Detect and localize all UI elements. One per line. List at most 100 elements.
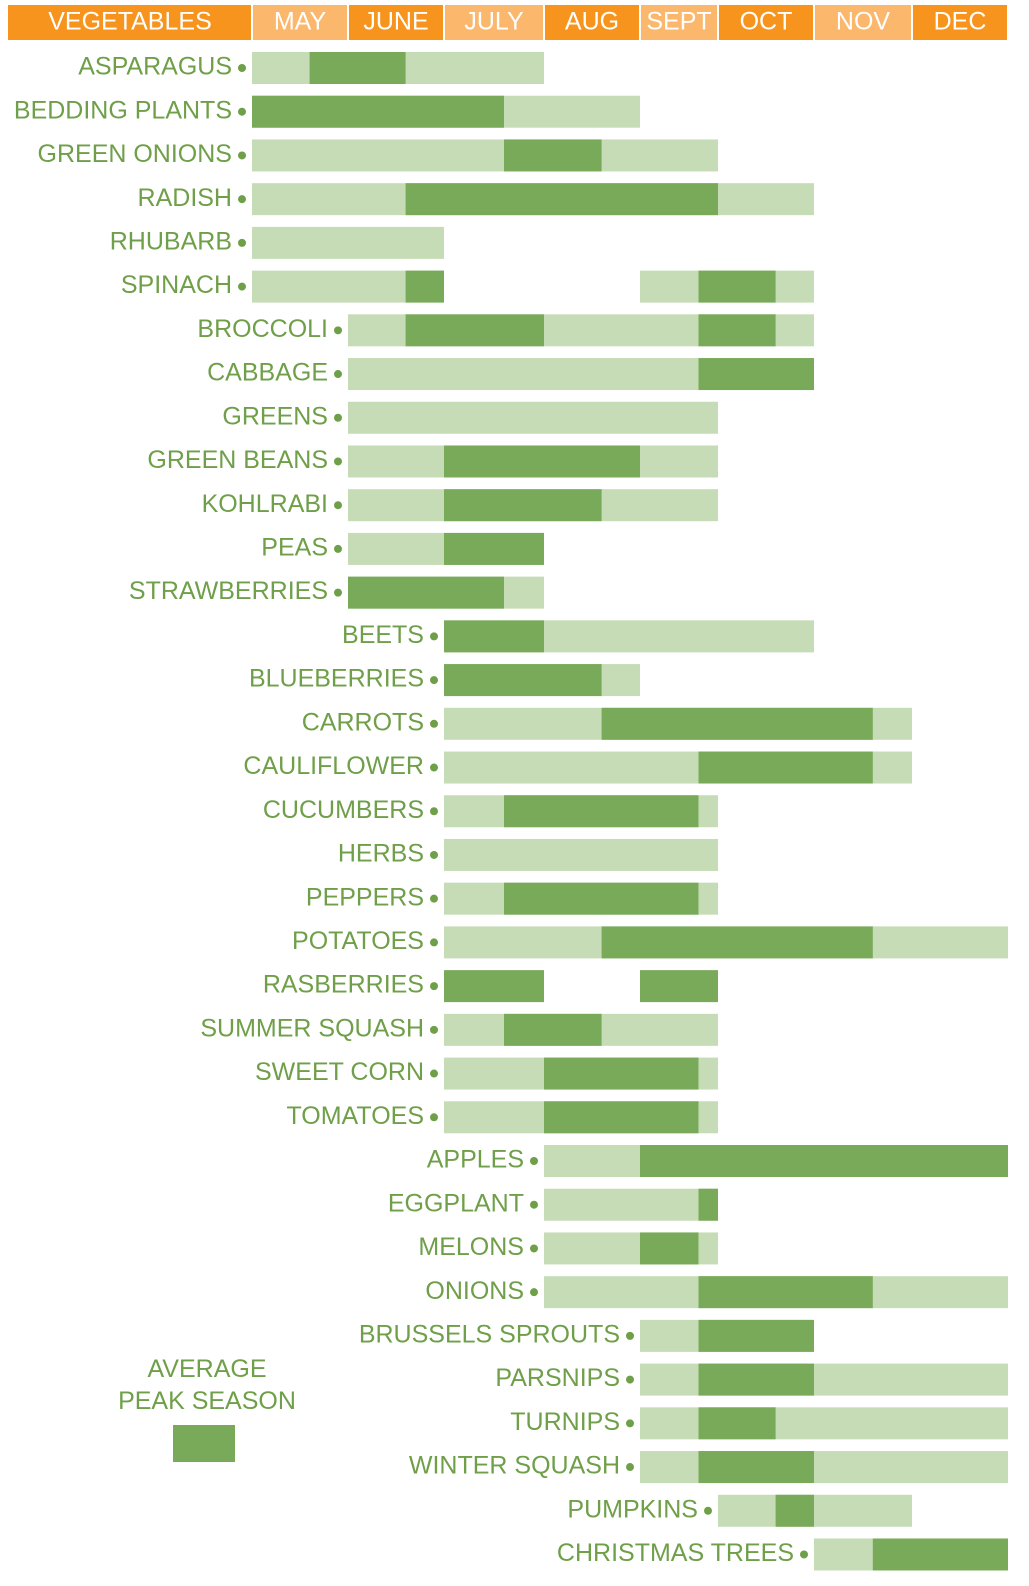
season-bar — [444, 839, 718, 871]
row-label: BLUEBERRIES — [249, 665, 424, 693]
row-label: SUMMER SQUASH — [200, 1014, 424, 1042]
season-bar — [544, 1189, 718, 1221]
row-label: RHUBARB — [110, 227, 232, 255]
row-label: GREEN BEANS — [147, 446, 328, 474]
row-label: EGGPLANT — [388, 1189, 524, 1217]
peak-bar — [504, 883, 699, 915]
bullet — [704, 1507, 712, 1515]
peak-bar — [444, 620, 544, 652]
row-label: HERBS — [338, 840, 424, 868]
bullet — [430, 1026, 438, 1034]
peak-bar — [776, 1495, 814, 1527]
bullet — [626, 1419, 634, 1427]
month-label: SEPT — [646, 8, 711, 36]
month-label: MAY — [274, 8, 327, 36]
peak-bar — [252, 96, 504, 128]
row-label: KOHLRABI — [202, 490, 328, 518]
bullet — [334, 326, 342, 334]
row-label: PEPPERS — [306, 883, 424, 911]
season-bar — [252, 227, 444, 259]
bullet — [626, 1332, 634, 1340]
peak-bar — [699, 1276, 873, 1308]
peak-bar — [504, 795, 699, 827]
peak-bar — [544, 1101, 699, 1133]
peak-bar — [406, 314, 544, 346]
row-label: CABBAGE — [207, 359, 328, 387]
row-label: SPINACH — [121, 271, 232, 299]
bullet — [334, 414, 342, 422]
bullet — [430, 982, 438, 990]
month-label: DEC — [934, 8, 987, 36]
row-label: PUMPKINS — [567, 1495, 698, 1523]
bullet — [238, 108, 246, 116]
row-label: CARROTS — [302, 708, 424, 736]
row-label: PARSNIPS — [495, 1364, 620, 1392]
month-label: JULY — [464, 8, 524, 36]
bullet — [530, 1244, 538, 1252]
bullet — [626, 1463, 634, 1471]
peak-bar — [444, 489, 602, 521]
bullet — [430, 851, 438, 859]
bullet — [334, 457, 342, 465]
bullet — [430, 807, 438, 815]
peak-bar — [444, 664, 602, 696]
season-bar — [640, 1364, 1008, 1396]
bullet — [334, 501, 342, 509]
bullet — [430, 1070, 438, 1078]
bullet — [238, 151, 246, 159]
peak-bar — [640, 970, 718, 1002]
month-label: JUNE — [363, 8, 428, 36]
row-label: BRUSSELS SPROUTS — [359, 1320, 620, 1348]
season-bar — [718, 1495, 912, 1527]
peak-bar — [699, 752, 873, 784]
row-label: RADISH — [138, 184, 232, 212]
bullet — [238, 283, 246, 291]
header-title: VEGETABLES — [48, 8, 212, 36]
bullet — [626, 1376, 634, 1384]
season-bar — [252, 139, 718, 171]
peak-bar — [699, 314, 776, 346]
bullet — [430, 1113, 438, 1121]
peak-bar — [444, 970, 544, 1002]
row-label: ONIONS — [425, 1277, 524, 1305]
row-label: APPLES — [427, 1146, 524, 1174]
peak-bar — [602, 926, 873, 958]
legend-line: PEAK SEASON — [118, 1387, 296, 1415]
bullet — [430, 632, 438, 640]
row-label: WINTER SQUASH — [409, 1452, 620, 1480]
bullet — [238, 64, 246, 72]
row-label: BEETS — [342, 621, 424, 649]
peak-bar — [699, 1189, 719, 1221]
bullet — [430, 764, 438, 772]
bullet — [334, 589, 342, 597]
peak-bar — [406, 183, 718, 215]
row-label: RASBERRIES — [263, 971, 424, 999]
month-label: AUG — [565, 8, 619, 36]
bullet — [530, 1288, 538, 1296]
month-label: NOV — [836, 8, 891, 36]
row-label: MELONS — [418, 1233, 524, 1261]
peak-bar — [699, 1451, 815, 1483]
row-label: BEDDING PLANTS — [14, 96, 232, 124]
bullet — [238, 239, 246, 247]
row-label: PEAS — [261, 534, 328, 562]
bullet — [530, 1157, 538, 1165]
row-label: TURNIPS — [510, 1408, 620, 1436]
row-label: POTATOES — [292, 927, 424, 955]
peak-bar — [406, 271, 444, 303]
peak-bar — [544, 1058, 699, 1090]
row-label: BROCCOLI — [197, 315, 328, 343]
bullet — [334, 370, 342, 378]
peak-bar — [348, 577, 504, 609]
season-bar — [640, 1451, 1008, 1483]
row-label: GREEN ONIONS — [38, 140, 232, 168]
peak-bar — [602, 708, 873, 740]
legend-line: AVERAGE — [147, 1355, 266, 1383]
bullet — [430, 720, 438, 728]
peak-bar — [699, 1320, 815, 1352]
peak-bar — [504, 1014, 602, 1046]
peak-bar — [873, 1538, 1008, 1570]
peak-bar — [444, 445, 640, 477]
row-label: STRAWBERRIES — [129, 577, 328, 605]
peak-bar — [444, 533, 544, 565]
